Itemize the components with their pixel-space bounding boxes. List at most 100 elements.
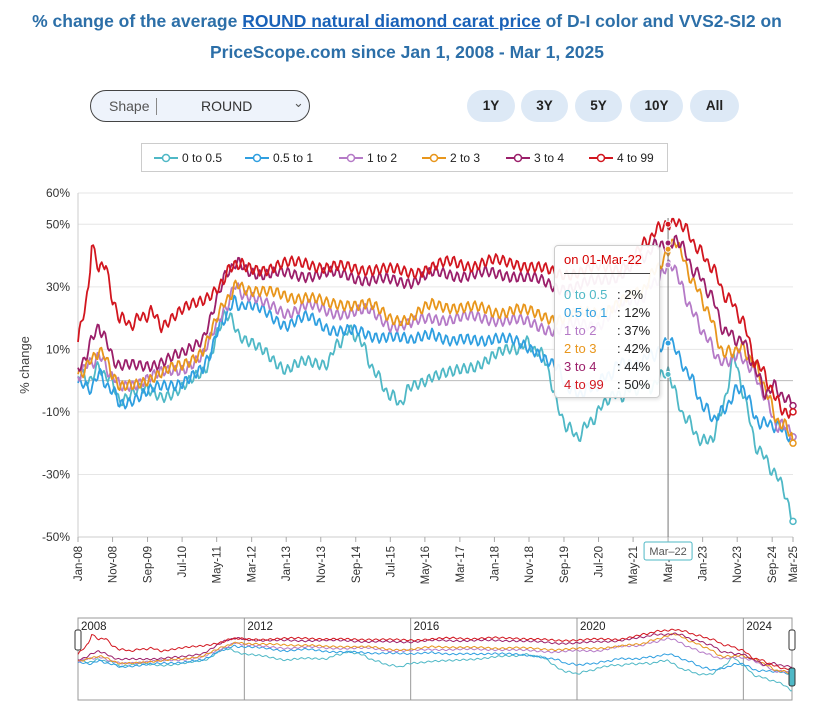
legend-label: 0 to 0.5 — [182, 151, 223, 165]
navigator-left-handle[interactable] — [74, 629, 82, 651]
tooltip-series-name: 1 to 2 — [564, 323, 597, 338]
legend-marker-icon — [339, 153, 363, 163]
navigator-scroll-handle[interactable] — [788, 667, 796, 687]
series-end-marker — [789, 517, 797, 526]
y-tick-label: -50% — [42, 530, 70, 544]
crosshair-point — [664, 220, 672, 228]
legend-marker-icon — [154, 153, 178, 163]
x-tick-label: Jan-23 — [698, 546, 710, 581]
tooltip-series-name: 4 to 99 — [564, 377, 604, 392]
x-tick-label: Jan-18 — [489, 546, 501, 581]
crosshair-point — [664, 370, 672, 378]
tooltip-row: 2 to 3 : 42% — [564, 341, 650, 356]
crosshair-point — [664, 239, 672, 247]
y-tick-label: -30% — [42, 467, 70, 481]
series-line — [77, 309, 794, 525]
x-tick-label: Mar-17 — [455, 546, 467, 582]
tooltip-row: 1 to 2 : 37% — [564, 323, 650, 338]
tooltip-row: 4 to 99 : 50% — [564, 377, 650, 392]
navigator-series-line — [77, 632, 792, 668]
x-tick-label: Jul-15 — [385, 546, 397, 577]
range-button-5y[interactable]: 5Y — [575, 90, 622, 122]
series-end-marker — [789, 439, 797, 447]
tooltip-series-value: : 37% — [617, 323, 651, 338]
tooltip-row: 0.5 to 1: 12% — [564, 305, 650, 320]
tooltip-series-value: : 42% — [617, 341, 651, 356]
legend-label: 4 to 99 — [617, 151, 654, 165]
y-tick-label: -10% — [42, 405, 70, 419]
tooltip-series-name: 2 to 3 — [564, 341, 597, 356]
navigator-year-label: 2016 — [414, 621, 440, 633]
shape-select-label: Shape — [109, 98, 150, 114]
x-tick-label: Sep-14 — [351, 545, 363, 583]
legend-label: 2 to 3 — [450, 151, 481, 165]
x-tick-label: Jul-20 — [594, 546, 606, 577]
legend-marker-icon — [245, 153, 269, 163]
chart-tooltip: on 01-Mar-22 0 to 0.5: 2% 0.5 to 1: 12% … — [554, 245, 660, 398]
x-tick-label: May-16 — [420, 546, 432, 584]
y-tick-label: 10% — [46, 342, 70, 356]
crosshair: Mar–22 — [643, 218, 693, 561]
range-button-10y[interactable]: 10Y — [630, 90, 683, 122]
x-tick-label: Mar-25 — [788, 546, 800, 582]
tooltip-row: 3 to 4 : 44% — [564, 359, 650, 374]
y-tick-label: 60% — [46, 186, 70, 200]
title-line-2: PriceScope.com since Jan 1, 2008 - Mar 1… — [210, 42, 604, 62]
x-tick-label: Jul-10 — [177, 546, 189, 577]
series-line — [77, 259, 794, 440]
x-tick-label: May-21 — [628, 546, 640, 584]
shape-select[interactable]: Shape ROUND ⌄ — [90, 90, 310, 122]
tooltip-series-value: : 2% — [617, 287, 644, 302]
chart-legend: 0 to 0.5 0.5 to 1 1 to 2 2 to 3 3 to 4 4… — [141, 143, 668, 172]
chart-series — [77, 217, 797, 526]
navigator-year-label: 2020 — [580, 621, 606, 633]
title-line-1: % change of the average ROUND natural di… — [0, 6, 814, 37]
chevron-down-icon: ⌄ — [293, 95, 304, 110]
crosshair-point — [664, 245, 672, 253]
x-tick-label: May-11 — [212, 546, 224, 584]
range-button-all[interactable]: All — [690, 90, 739, 122]
x-tick-label: Mar-12 — [247, 546, 259, 582]
navigator-year-label: 2008 — [81, 621, 107, 633]
title-suffix: of D-I color and VVS2-SI2 on — [540, 11, 782, 31]
series-line — [77, 217, 794, 419]
tooltip-series-name: 0 to 0.5 — [564, 287, 608, 302]
x-tick-label: Sep-19 — [559, 546, 571, 583]
range-button-3y[interactable]: 3Y — [521, 90, 568, 122]
series-line — [77, 234, 794, 408]
x-tick-label: Nov-23 — [732, 546, 744, 583]
legend-label: 3 to 4 — [534, 151, 565, 165]
title-shape-link[interactable]: ROUND natural diamond carat price — [242, 11, 541, 31]
x-tick-label: Nov-18 — [524, 546, 536, 583]
x-tick-label: Sep-24 — [767, 545, 779, 583]
tooltip-series-value: : 50% — [617, 377, 651, 392]
x-tick-label: Jan-08 — [73, 546, 85, 581]
tooltip-row: 0 to 0.5 : 2% — [564, 287, 643, 302]
series-end-marker — [789, 408, 797, 416]
navigator-right-handle[interactable] — [788, 629, 796, 651]
tooltip-series-value: : 44% — [617, 359, 651, 374]
navigator-year-label: 2012 — [247, 621, 273, 633]
title-prefix: % change of the average — [32, 11, 243, 31]
legend-marker-icon — [422, 153, 446, 163]
shape-select-divider — [156, 98, 157, 115]
chart-title: % change of the average ROUND natural di… — [0, 6, 814, 68]
navigator-series-line — [77, 628, 793, 671]
crosshair-point — [664, 261, 672, 269]
navigator-year-label: 2024 — [746, 621, 772, 633]
legend-marker-icon — [589, 153, 613, 163]
tooltip-series-name: 0.5 to 1 — [564, 305, 608, 320]
x-tick-label: Jan-13 — [281, 546, 293, 581]
y-axis: 60% 50% 30% 10% -10% -30% -50% — [42, 186, 70, 544]
navigator[interactable]: 2008 2012 2016 2020 2024 — [74, 617, 796, 701]
crosshair-label: Mar–22 — [649, 546, 686, 558]
navigator-series-line — [77, 647, 793, 692]
series-line — [77, 294, 794, 443]
tooltip-series-name: 3 to 4 — [564, 359, 597, 374]
y-tick-label: 50% — [46, 217, 70, 231]
range-button-1y[interactable]: 1Y — [467, 90, 515, 122]
legend-label: 0.5 to 1 — [273, 151, 314, 165]
tooltip-date: on 01-Mar-22 — [564, 252, 643, 267]
legend-marker-icon — [506, 153, 530, 163]
